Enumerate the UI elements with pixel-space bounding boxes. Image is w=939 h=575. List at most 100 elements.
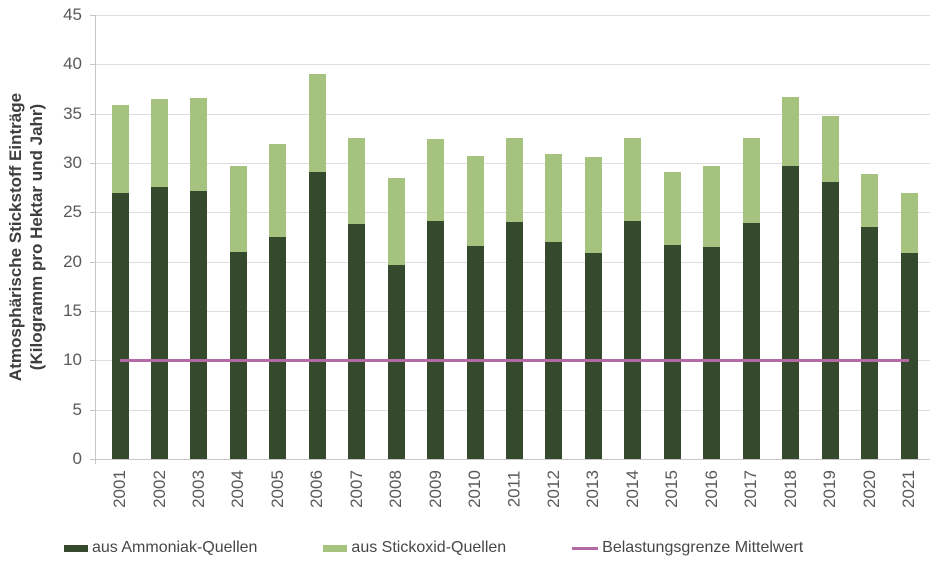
x-axis-tick-label-text: 2014 — [622, 470, 642, 508]
x-axis-tick-label-text: 2011 — [504, 470, 524, 508]
bar-segment-stickoxid — [427, 139, 445, 222]
y-axis-tick — [90, 113, 95, 115]
legend-item-stickoxid: aus Stickoxid-Quellen — [323, 539, 506, 557]
x-axis-tick-label-text: 2020 — [859, 470, 879, 508]
x-axis-tick-label-text: 2002 — [149, 470, 169, 508]
x-axis-tick-label-text: 2004 — [228, 470, 248, 508]
bar-segment-stickoxid — [150, 98, 168, 187]
y-axis-tick-label: 5 — [72, 399, 82, 419]
y-axis-tick — [90, 163, 95, 164]
legend-item-belastungsgrenze: Belastungsgrenze Mittelwert — [572, 539, 803, 557]
bar-segment-stickoxid — [821, 115, 839, 182]
y-axis-tick-label: 45 — [63, 5, 82, 24]
bar-segment-ammoniak — [308, 171, 326, 459]
y-axis-tick-label: 10 — [63, 350, 82, 370]
bar-segment-stickoxid — [111, 104, 129, 193]
bar-segment-ammoniak — [506, 222, 523, 459]
bar-segment-ammoniak — [269, 237, 287, 459]
bar-segment-stickoxid — [584, 157, 602, 253]
bar-segment-ammoniak — [111, 192, 129, 459]
y-axis-tick — [90, 212, 95, 214]
y-axis-title: Atmosphärische Stickstoff Einträge (Kilo… — [5, 93, 47, 381]
x-axis-tick-label-text: 2013 — [583, 470, 603, 508]
bar-segment-stickoxid — [624, 138, 642, 222]
x-axis-tick-label-text: 2005 — [267, 470, 287, 508]
bar-segment-stickoxid — [703, 165, 721, 247]
grid-line — [95, 64, 930, 66]
bar-segment-stickoxid — [269, 144, 287, 237]
bar-segment-ammoniak — [663, 244, 681, 459]
x-axis-tick-label-text: 2019 — [820, 470, 840, 508]
bar-segment-stickoxid — [506, 138, 523, 223]
legend: aus Ammoniak-Quellen aus Stickoxid-Quell… — [64, 539, 803, 557]
bar-segment-ammoniak — [229, 251, 247, 459]
bar-segment-stickoxid — [466, 156, 484, 246]
bar-segment-ammoniak — [624, 221, 642, 459]
x-axis-tick-label-text: 2012 — [543, 470, 563, 508]
y-axis-tick-label: 40 — [63, 54, 82, 74]
bar-segment-ammoniak — [466, 245, 484, 459]
bar-segment-stickoxid — [900, 192, 918, 253]
bar-segment-ammoniak — [782, 165, 800, 459]
legend-marker-stickoxid-swatch-icon — [323, 544, 348, 552]
bar-segment-stickoxid — [229, 165, 247, 252]
threshold-line — [120, 359, 909, 363]
y-axis-title-line1: Atmosphärische Stickstoff Einträge — [6, 92, 25, 382]
x-axis-tick-label-text: 2015 — [662, 470, 682, 508]
x-axis-tick-label-text: 2006 — [307, 470, 327, 508]
bar-segment-ammoniak — [348, 224, 366, 459]
x-axis-tick-label-text: 2007 — [346, 470, 366, 508]
x-axis-tick-label-text: 2003 — [188, 470, 208, 508]
bar-segment-stickoxid — [545, 154, 563, 242]
legend-label-ammoniak: aus Ammoniak-Quellen — [92, 539, 258, 556]
y-axis-tick-label: 25 — [63, 202, 82, 222]
x-axis-tick-label-text: 2018 — [780, 470, 800, 508]
bar-segment-stickoxid — [782, 96, 800, 166]
bar-segment-ammoniak — [545, 241, 563, 459]
bar-segment-stickoxid — [742, 138, 760, 224]
y-axis-line — [95, 15, 96, 464]
y-axis-tick — [90, 15, 95, 16]
x-axis-tick-label-text: 2009 — [425, 470, 445, 508]
y-axis-tick — [90, 360, 95, 362]
x-axis-tick-label-text: 2008 — [386, 470, 406, 508]
legend-item-ammoniak: aus Ammoniak-Quellen — [64, 539, 257, 557]
x-axis-tick-label-text: 2021 — [898, 470, 918, 508]
y-axis-tick — [90, 311, 95, 312]
x-axis-tick-label-text: 2001 — [109, 470, 129, 508]
y-axis-title-line2: (Kilogramm pro Hektar und Jahr) — [27, 103, 46, 371]
x-axis-line — [95, 459, 930, 460]
bar-segment-ammoniak — [150, 186, 168, 459]
legend-label-belastungsgrenze: Belastungsgrenze Mittelwert — [602, 539, 804, 556]
legend-marker-threshold-line-icon — [572, 546, 599, 550]
y-axis-tick-label: 35 — [63, 103, 82, 123]
x-axis-tick-label-text: 2016 — [701, 470, 721, 508]
bar-segment-ammoniak — [703, 246, 721, 459]
bar-segment-stickoxid — [861, 173, 879, 228]
bar-segment-stickoxid — [387, 177, 405, 265]
bar-segment-ammoniak — [861, 227, 879, 459]
y-axis-tick-label: 20 — [63, 251, 82, 271]
x-axis-tick-label: 2021 — [883, 463, 935, 515]
bar-segment-ammoniak — [821, 181, 839, 459]
bar-segment-ammoniak — [584, 252, 602, 459]
y-axis-tick — [90, 64, 95, 66]
grid-line — [95, 15, 930, 16]
y-axis-tick — [90, 459, 95, 460]
y-axis-tick-label: 15 — [63, 301, 82, 320]
x-axis-tick-label-text: 2017 — [741, 470, 761, 508]
bar-segment-stickoxid — [663, 171, 681, 245]
y-axis-tick — [90, 409, 95, 411]
bar-segment-stickoxid — [190, 97, 208, 191]
bar-segment-ammoniak — [190, 190, 208, 459]
y-axis-tick — [90, 261, 95, 263]
bar-segment-ammoniak — [900, 252, 918, 459]
legend-marker-ammoniak-swatch-icon — [64, 544, 88, 552]
bar-segment-stickoxid — [308, 74, 326, 172]
grid-line — [95, 113, 930, 115]
y-axis-tick-label: 0 — [72, 449, 82, 468]
bar-segment-stickoxid — [348, 138, 366, 225]
legend-label-stickoxid: aus Stickoxid-Quellen — [351, 539, 507, 556]
bar-segment-ammoniak — [427, 221, 445, 459]
